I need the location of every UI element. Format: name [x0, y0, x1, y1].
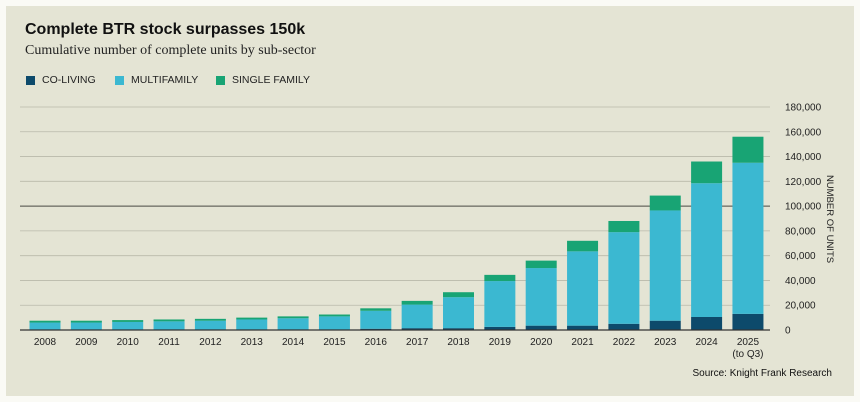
bar-segment-single-family [649, 195, 681, 211]
bar-segment-single-family [70, 320, 102, 323]
x-tick-label: 2017 [406, 337, 429, 348]
y-tick-label: 0 [785, 326, 791, 337]
x-tick-label: 2008 [34, 337, 57, 348]
bar-segment-multifamily [691, 183, 723, 317]
x-tick-label: 2024 [695, 337, 718, 348]
legend-swatch-multifamily [115, 75, 124, 85]
bar-segment-multifamily [649, 210, 681, 321]
bar-segment-multifamily [443, 297, 474, 329]
legend-item-single-family: SINGLE FAMILY [216, 74, 310, 86]
bar-segment-single-family [484, 274, 516, 282]
bar-segment-single-family [194, 318, 226, 321]
legend-label-single-family: SINGLE FAMILY [232, 74, 310, 86]
y-tick-label: 140,000 [785, 152, 822, 163]
bar-segment-multifamily [29, 322, 61, 330]
bar-segment-multifamily [236, 319, 268, 330]
x-tick-label: 2022 [613, 337, 636, 348]
bar-segment-multifamily [194, 320, 226, 330]
source-note: Source: Knight Frank Research [692, 368, 832, 379]
legend-item-multifamily: MULTIFAMILY [115, 74, 198, 86]
legend-swatch-single-family [216, 75, 225, 85]
bar-segment-co-living [443, 328, 474, 330]
bar-segment-single-family [691, 161, 723, 184]
bar-segment-co-living [567, 325, 599, 330]
x-tick-label: 2023 [654, 337, 677, 348]
legend-label-co-living: CO-LIVING [42, 74, 96, 86]
x-tick-label: 2015 [323, 337, 346, 348]
x-tick-label: 2010 [117, 337, 140, 348]
legend-item-co-living: CO-LIVING [26, 74, 96, 86]
y-tick-label: 120,000 [785, 177, 822, 188]
bar-segment-single-family [318, 314, 350, 317]
bar-segment-single-family [608, 220, 640, 233]
y-tick-label: 160,000 [785, 127, 822, 138]
bar-segment-single-family [567, 240, 599, 252]
y-tick-label: 180,000 [785, 103, 822, 114]
bar-segment-multifamily [70, 322, 102, 330]
bar-segment-multifamily [112, 321, 144, 330]
bar-segment-single-family [277, 316, 309, 319]
bar-segment-single-family [732, 136, 764, 163]
y-tick-label: 60,000 [785, 251, 816, 262]
x-tick-label: 2011 [158, 337, 180, 348]
bar-segment-multifamily [484, 281, 516, 327]
bar-segment-single-family [112, 320, 144, 322]
bar-segment-multifamily [153, 321, 185, 330]
bar-segment-co-living [484, 326, 516, 330]
x-tick-label: 2021 [571, 337, 594, 348]
legend-label-multifamily: MULTIFAMILY [131, 74, 199, 86]
bar-segment-single-family [153, 319, 185, 322]
bar-segment-co-living [401, 328, 433, 330]
bar-segment-single-family [525, 260, 557, 269]
x-tick-label: 2019 [489, 337, 512, 348]
bar-segment-multifamily [567, 251, 599, 326]
bar-segment-single-family [443, 292, 474, 298]
bar-segment-multifamily [360, 310, 392, 329]
x-tick-sublabel: (to Q3) [732, 349, 763, 360]
bar-segment-co-living [525, 325, 557, 330]
bar-segment-single-family [401, 300, 433, 305]
y-tick-label: 100,000 [785, 202, 822, 213]
bar-segment-co-living [608, 323, 640, 330]
bar-segment-single-family [236, 317, 268, 320]
bar-segment-multifamily [277, 318, 309, 330]
bar-segment-single-family [360, 308, 392, 311]
y-tick-label: 80,000 [785, 226, 816, 237]
bar-segment-co-living [649, 320, 681, 330]
x-tick-label: 2020 [530, 337, 553, 348]
chart-title: Complete BTR stock surpasses 150k [25, 21, 306, 38]
bar-segment-multifamily [525, 268, 557, 326]
legend-swatch-co-living [26, 75, 35, 85]
bar-segment-co-living [732, 313, 764, 330]
bar-segment-multifamily [318, 316, 350, 330]
bar-segment-co-living [691, 316, 723, 330]
bar-segment-multifamily [401, 304, 433, 329]
x-tick-label: 2018 [447, 337, 470, 348]
x-tick-label: 2012 [199, 337, 222, 348]
bar-segment-single-family [29, 320, 61, 323]
y-tick-label: 20,000 [785, 301, 816, 312]
y-axis-title: NUMBER OF UNITS [824, 175, 835, 263]
x-tick-label: 2016 [365, 337, 388, 348]
x-tick-label: 2025 [737, 337, 760, 348]
y-tick-label: 40,000 [785, 276, 816, 287]
bar-segment-multifamily [608, 232, 640, 324]
x-tick-label: 2009 [75, 337, 98, 348]
x-tick-label: 2013 [241, 337, 264, 348]
bar-segment-multifamily [732, 162, 764, 314]
x-tick-label: 2014 [282, 337, 305, 348]
chart-subtitle: Cumulative number of complete units by s… [25, 43, 316, 58]
bar-segment-co-living [360, 328, 392, 330]
